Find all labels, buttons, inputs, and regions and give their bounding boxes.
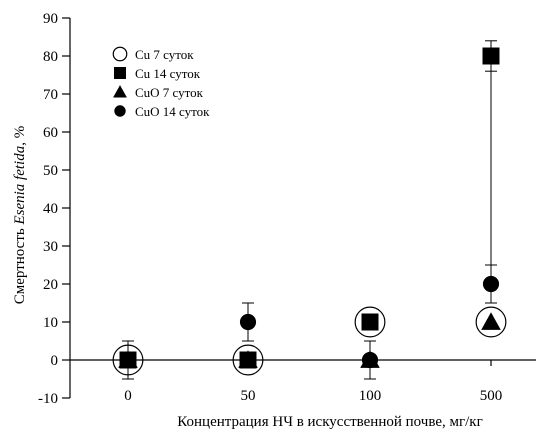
data-point-circle-open (354, 306, 386, 338)
y-axis-title-prefix: Смертность (12, 225, 28, 305)
data-points (112, 47, 507, 376)
x-axis-title: Концентрация НЧ в искусственной почве, м… (177, 414, 482, 430)
y-ticks: -10 0 10 20 30 40 50 60 70 80 90 (38, 11, 70, 407)
data-point-circle-open (112, 344, 144, 376)
y-tick-label: 50 (43, 163, 58, 179)
legend-label: Cu 14 суток (135, 66, 201, 81)
legend-label: CuO 7 суток (135, 85, 204, 100)
y-axis-title: Смертность Esenia fetida, % (12, 126, 28, 304)
legend-marker (114, 67, 126, 79)
legend-label: CuO 14 суток (135, 104, 210, 119)
y-axis-title-suffix: , % (12, 126, 28, 146)
data-point-circle (361, 351, 379, 369)
legend-marker (114, 105, 126, 117)
data-point-circle (119, 351, 137, 369)
x-ticks: 0 50 100 500 (124, 360, 502, 404)
y-tick-label: 10 (43, 315, 58, 331)
data-point-square (361, 313, 379, 331)
y-tick-label: 60 (43, 125, 58, 141)
x-tick-label: 100 (359, 388, 382, 404)
y-tick-label: 0 (51, 353, 59, 369)
x-tick-label: 50 (241, 388, 256, 404)
y-tick-label: 80 (43, 49, 58, 65)
legend-marker (112, 46, 128, 62)
y-tick-label: 30 (43, 239, 58, 255)
data-point-triangle (481, 312, 501, 330)
y-tick-label: 20 (43, 277, 58, 293)
y-tick-label: -10 (38, 391, 58, 407)
legend: Cu 7 суток Cu 14 суток CuO 7 суток CuO 14 с… (112, 46, 210, 119)
legend-label: Cu 7 суток (135, 47, 194, 62)
data-point-triangle (238, 350, 258, 368)
y-tick-label: 40 (43, 201, 58, 217)
y-axis-title-species: Esenia fetida (12, 146, 28, 226)
legend-marker (113, 85, 127, 98)
data-point-circle-open (475, 306, 507, 338)
y-tick-label: 70 (43, 87, 58, 103)
x-tick-label: 500 (480, 388, 503, 404)
data-point-circle (239, 313, 257, 331)
data-point-square (482, 47, 500, 65)
data-point-circle (482, 275, 500, 293)
x-tick-label: 0 (124, 388, 132, 404)
y-tick-label: 90 (43, 11, 58, 27)
data-point-circle-open (232, 344, 264, 376)
